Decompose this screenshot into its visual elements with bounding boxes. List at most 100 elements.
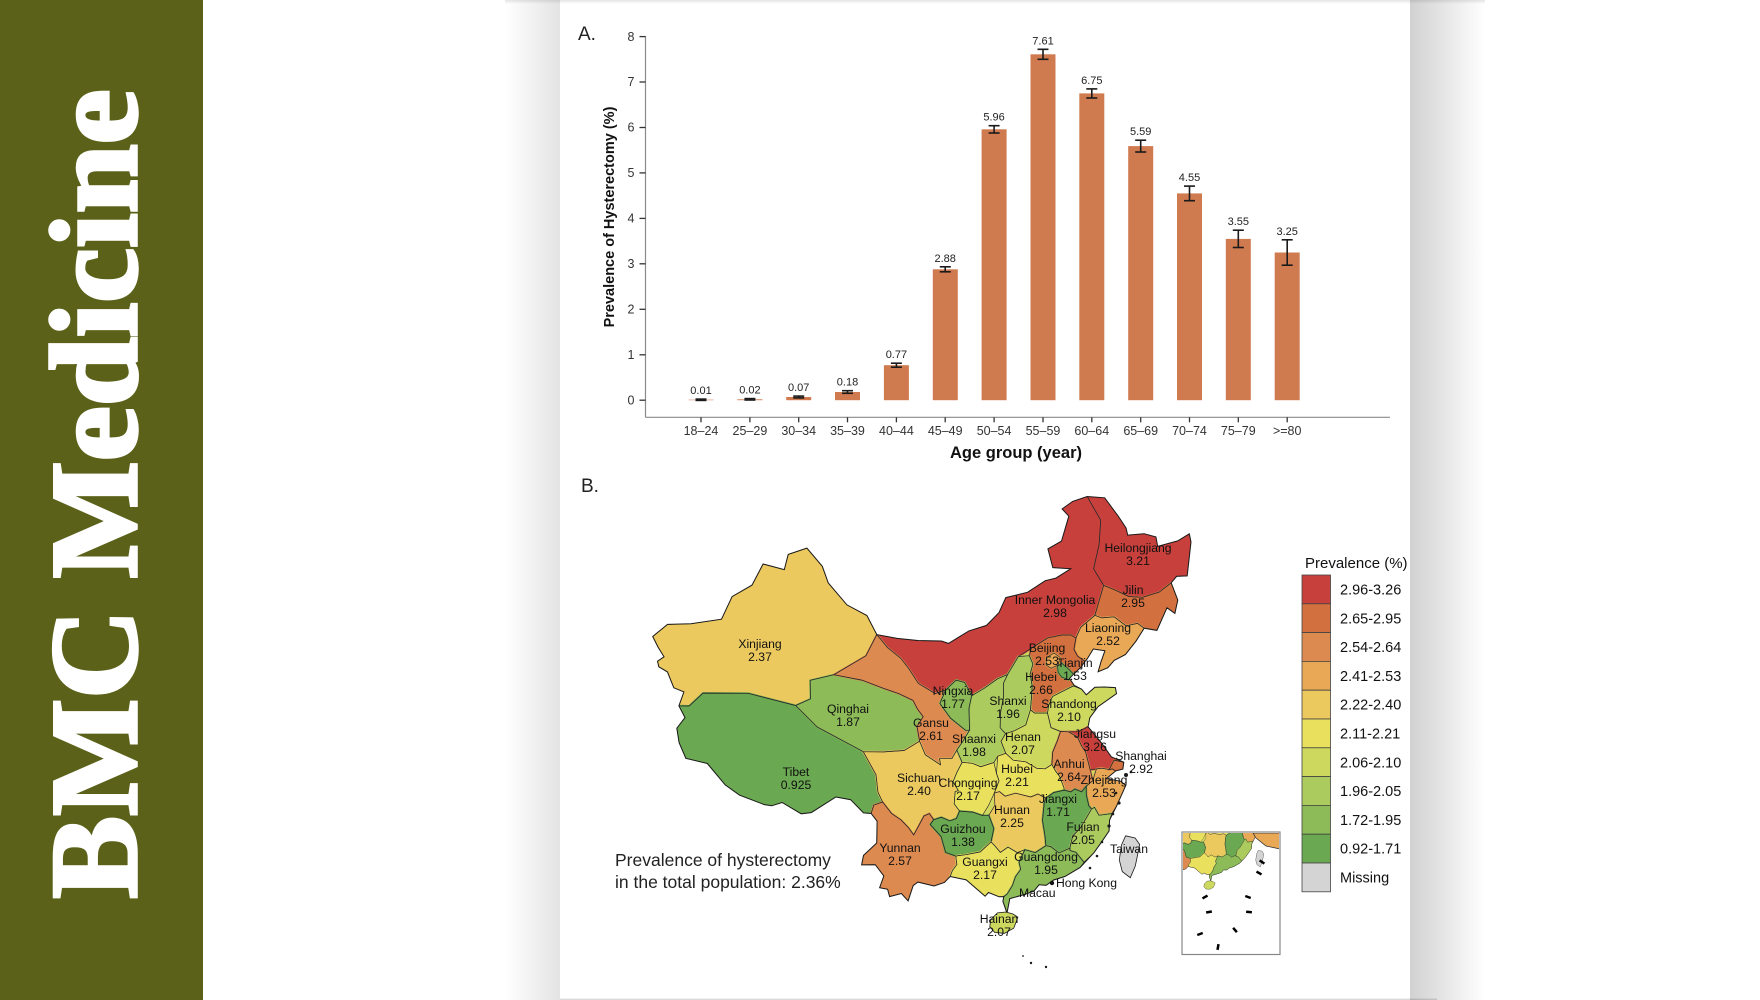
- svg-text:Hebei: Hebei: [1025, 670, 1057, 684]
- svg-text:1.87: 1.87: [836, 715, 860, 729]
- svg-text:2.92: 2.92: [1129, 762, 1153, 776]
- svg-text:Shanghai: Shanghai: [1115, 749, 1167, 763]
- svg-text:0.02: 0.02: [739, 385, 760, 397]
- svg-text:1.95: 1.95: [1034, 863, 1058, 877]
- svg-text:0.18: 0.18: [837, 377, 858, 389]
- svg-text:Beijing: Beijing: [1029, 641, 1066, 655]
- svg-text:50–54: 50–54: [977, 424, 1012, 438]
- svg-text:Fujian: Fujian: [1066, 820, 1099, 834]
- svg-text:2.25: 2.25: [1000, 816, 1024, 830]
- svg-text:70–74: 70–74: [1172, 424, 1207, 438]
- svg-text:35–39: 35–39: [830, 424, 865, 438]
- svg-text:Xinjiang: Xinjiang: [738, 637, 781, 651]
- svg-text:75–79: 75–79: [1221, 424, 1256, 438]
- svg-text:in the total population: 2.36%: in the total population: 2.36%: [615, 872, 841, 892]
- svg-text:1.96: 1.96: [996, 707, 1020, 721]
- svg-text:3: 3: [628, 257, 635, 271]
- svg-text:Tianjin: Tianjin: [1057, 656, 1092, 670]
- svg-text:2.98: 2.98: [1043, 606, 1067, 620]
- svg-text:2.21: 2.21: [1005, 775, 1029, 789]
- svg-text:2.10: 2.10: [1057, 710, 1081, 724]
- svg-text:4: 4: [628, 212, 635, 226]
- svg-text:1.71: 1.71: [1046, 805, 1070, 819]
- svg-text:A.: A.: [578, 24, 596, 45]
- svg-text:30–34: 30–34: [781, 424, 816, 438]
- svg-text:2.65-2.95: 2.65-2.95: [1340, 611, 1401, 627]
- svg-text:1.53: 1.53: [1063, 669, 1087, 683]
- svg-text:1.72-1.95: 1.72-1.95: [1340, 813, 1401, 829]
- svg-text:Jilin: Jilin: [1123, 583, 1144, 597]
- svg-text:0.925: 0.925: [781, 778, 812, 792]
- svg-text:2.11-2.21: 2.11-2.21: [1340, 727, 1400, 743]
- svg-text:Hubei: Hubei: [1001, 762, 1033, 776]
- svg-text:3.26: 3.26: [1083, 740, 1107, 754]
- svg-text:Guangdong: Guangdong: [1014, 850, 1078, 864]
- svg-text:2.88: 2.88: [934, 253, 955, 265]
- svg-text:5: 5: [628, 166, 635, 180]
- svg-text:55–59: 55–59: [1026, 424, 1061, 438]
- svg-text:1: 1: [628, 348, 635, 362]
- svg-text:2.40: 2.40: [907, 784, 931, 798]
- svg-text:2.22-2.40: 2.22-2.40: [1340, 698, 1401, 714]
- svg-text:65–69: 65–69: [1123, 424, 1158, 438]
- svg-text:Taiwan: Taiwan: [1110, 842, 1148, 856]
- svg-text:5.59: 5.59: [1130, 126, 1151, 138]
- svg-text:Zhejiang: Zhejiang: [1081, 773, 1128, 787]
- svg-text:2.64: 2.64: [1057, 770, 1081, 784]
- svg-text:2.37: 2.37: [748, 650, 772, 664]
- svg-text:Anhui: Anhui: [1053, 757, 1084, 771]
- svg-text:Hong Kong: Hong Kong: [1056, 876, 1117, 890]
- svg-text:Prevalence of hysterectomy: Prevalence of hysterectomy: [615, 850, 831, 870]
- svg-text:Yunnan: Yunnan: [879, 841, 920, 855]
- svg-text:Liaoning: Liaoning: [1085, 621, 1131, 635]
- svg-text:1.96-2.05: 1.96-2.05: [1340, 784, 1401, 800]
- svg-text:Henan: Henan: [1005, 730, 1041, 744]
- svg-text:2.06-2.10: 2.06-2.10: [1340, 755, 1401, 771]
- svg-text:1.77: 1.77: [941, 697, 965, 711]
- svg-text:Inner Mongolia: Inner Mongolia: [1015, 593, 1096, 607]
- svg-text:0.77: 0.77: [886, 349, 907, 361]
- svg-text:2.41-2.53: 2.41-2.53: [1340, 669, 1401, 685]
- svg-text:2.17: 2.17: [956, 789, 980, 803]
- svg-text:>=80: >=80: [1273, 424, 1302, 438]
- svg-text:2.07: 2.07: [987, 925, 1011, 939]
- svg-text:2.57: 2.57: [888, 854, 912, 868]
- svg-text:6: 6: [628, 121, 635, 135]
- svg-text:1.98: 1.98: [962, 745, 986, 759]
- svg-text:2.05: 2.05: [1071, 833, 1095, 847]
- svg-text:2.96-3.26: 2.96-3.26: [1340, 583, 1401, 599]
- svg-text:2.61: 2.61: [919, 729, 943, 743]
- svg-text:2.54-2.64: 2.54-2.64: [1340, 640, 1401, 656]
- svg-text:2.53: 2.53: [1092, 786, 1116, 800]
- svg-text:Gansu: Gansu: [913, 716, 949, 730]
- svg-text:7: 7: [628, 75, 635, 89]
- svg-text:5.96: 5.96: [983, 112, 1004, 124]
- svg-text:18–24: 18–24: [684, 424, 719, 438]
- svg-text:B.: B.: [581, 476, 599, 497]
- svg-text:Guangxi: Guangxi: [962, 855, 1007, 869]
- svg-text:3.21: 3.21: [1126, 554, 1150, 568]
- svg-text:60–64: 60–64: [1074, 424, 1109, 438]
- svg-text:Hunan: Hunan: [994, 803, 1030, 817]
- svg-text:Tibet: Tibet: [783, 765, 810, 779]
- svg-text:Macau: Macau: [1019, 886, 1056, 900]
- svg-text:2: 2: [628, 303, 635, 317]
- svg-text:0: 0: [628, 393, 635, 407]
- svg-text:0.01: 0.01: [690, 385, 711, 397]
- svg-text:Jiangxi: Jiangxi: [1039, 792, 1077, 806]
- svg-text:Prevalence (%): Prevalence (%): [1305, 555, 1408, 572]
- svg-text:Ningxia: Ningxia: [933, 684, 974, 698]
- svg-text:2.17: 2.17: [973, 868, 997, 882]
- svg-text:8: 8: [628, 30, 635, 44]
- svg-text:Shandong: Shandong: [1041, 697, 1097, 711]
- svg-text:1.38: 1.38: [951, 835, 975, 849]
- svg-text:7.61: 7.61: [1032, 35, 1053, 47]
- svg-text:Heilongjiang: Heilongjiang: [1104, 541, 1171, 555]
- svg-text:Guizhou: Guizhou: [940, 822, 985, 836]
- svg-text:Missing: Missing: [1340, 871, 1389, 887]
- svg-text:2.52: 2.52: [1096, 634, 1120, 648]
- svg-text:Shanxi: Shanxi: [989, 694, 1026, 708]
- svg-text:Shaanxi: Shaanxi: [952, 732, 996, 746]
- svg-text:0.92-1.71: 0.92-1.71: [1340, 842, 1401, 858]
- svg-text:Age group (year): Age group (year): [950, 444, 1082, 462]
